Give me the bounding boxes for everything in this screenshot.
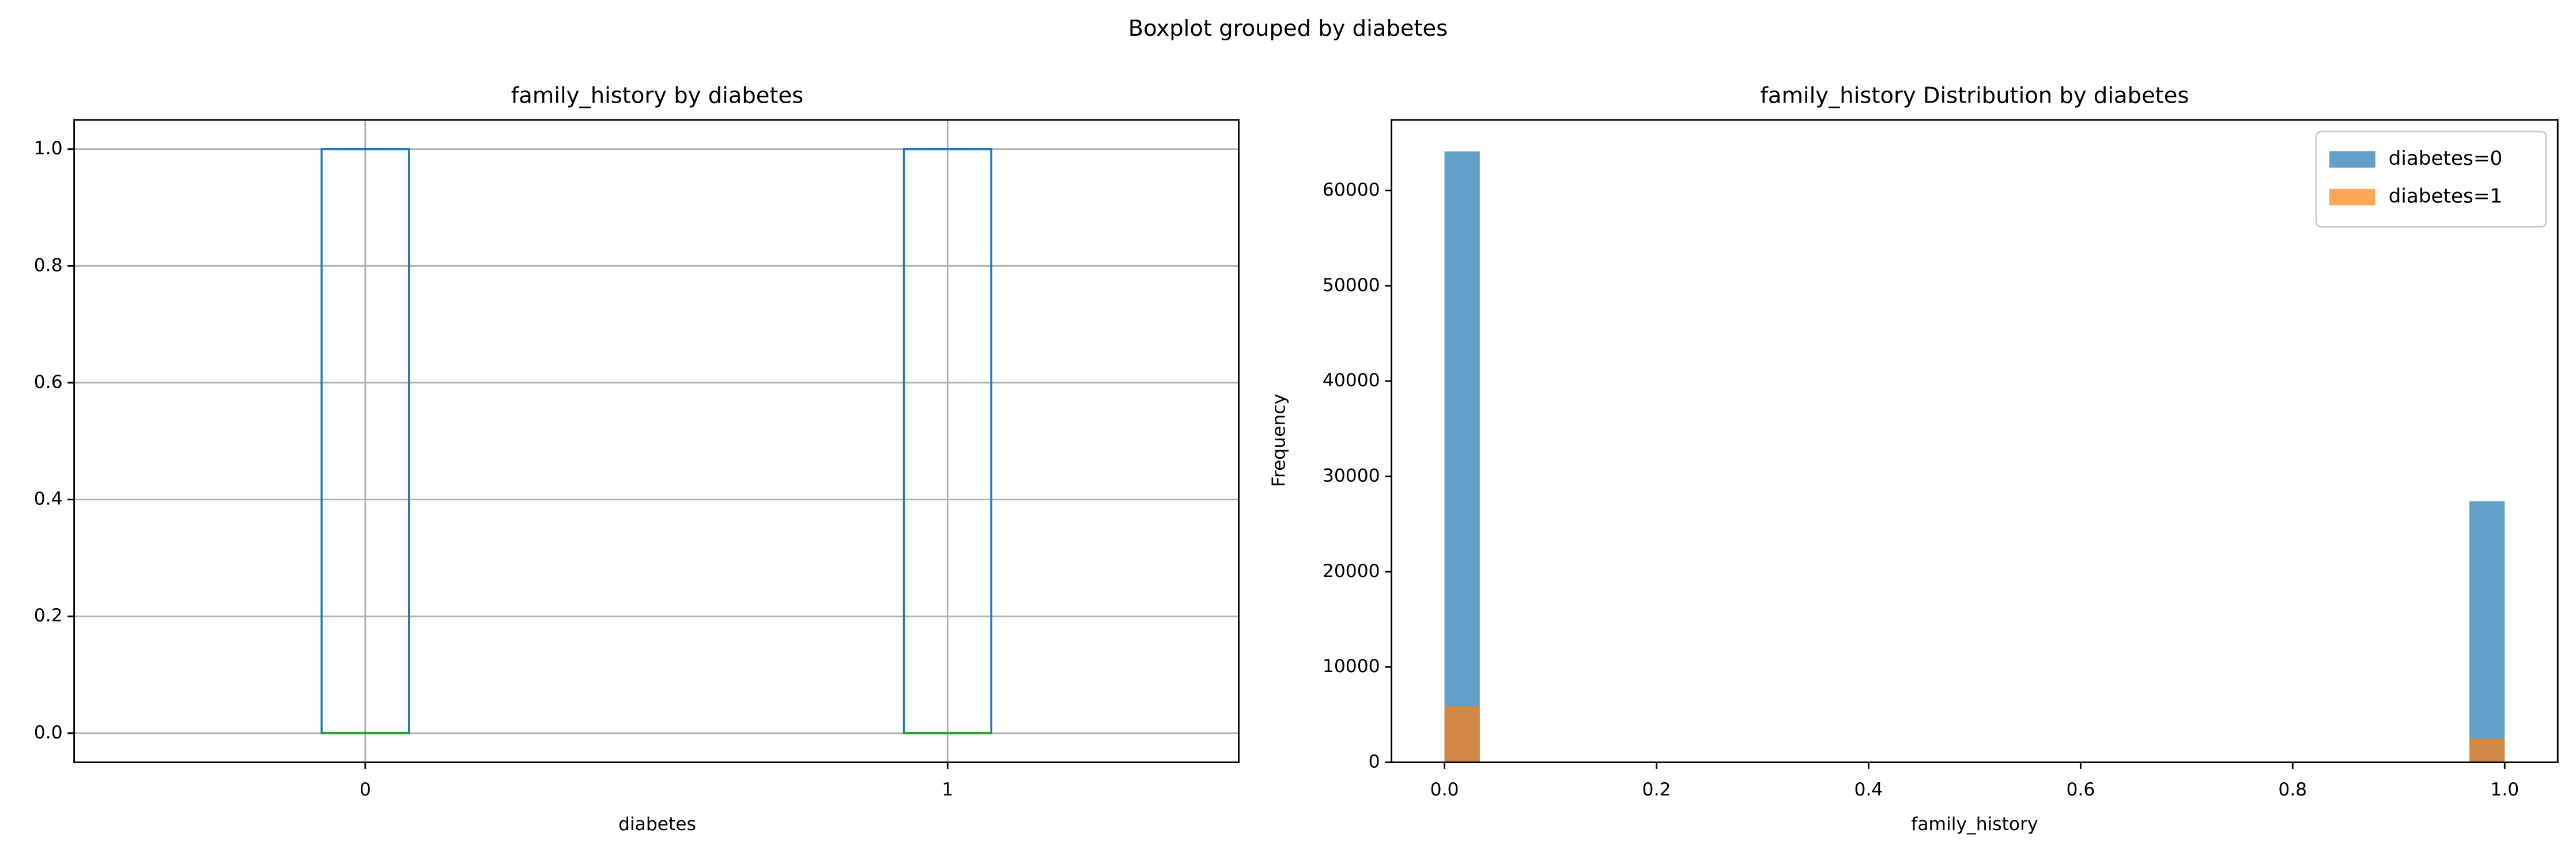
x-tick-label: 1 [942,779,953,800]
y-tick-label: 40000 [1323,370,1380,391]
y-tick-label: 0.6 [34,372,63,393]
x-tick-label: 0.4 [1854,779,1883,800]
x-tick-label: 0 [360,779,371,800]
y-tick-label: 0.0 [34,722,63,743]
histogram-bar [2469,501,2505,763]
chart-title: family_history by diabetes [511,83,803,109]
suptitle: Boxplot grouped by diabetes [1128,16,1448,42]
legend-box [2315,130,2547,228]
x-tick-label: 0.0 [1430,779,1459,800]
y-tick-label: 0.2 [34,605,63,626]
chart-title: family_history Distribution by diabetes [1760,83,2189,109]
legend-swatch [2329,188,2375,206]
axes-frame [1391,119,2559,763]
histogram-bar [2469,738,2505,763]
x-tick-label: 0.8 [2278,779,2307,800]
histogram-bar [1444,706,1480,763]
x-tick-label: 1.0 [2490,779,2519,800]
y-axis-label: Frequency [1269,394,1290,487]
x-tick-label: 0.6 [2066,779,2095,800]
y-tick-label: 50000 [1323,275,1380,296]
legend-label: diabetes=1 [2389,185,2503,208]
y-tick-label: 0.8 [34,255,63,276]
y-tick-label: 0.4 [34,489,63,510]
histogram-bar [1444,151,1480,763]
x-axis-label: family_history [1911,814,2038,835]
x-axis-label: diabetes [618,814,696,835]
y-tick-label: 30000 [1323,465,1380,486]
legend-swatch [2329,151,2375,168]
y-tick-label: 1.0 [34,138,63,159]
x-tick-label: 0.2 [1642,779,1671,800]
y-tick-label: 20000 [1323,561,1380,582]
y-tick-label: 60000 [1323,179,1380,200]
legend-label: diabetes=0 [2389,147,2503,170]
axes-frame [73,119,1240,763]
y-tick-label: 0 [1369,752,1380,772]
y-tick-label: 10000 [1323,656,1380,677]
